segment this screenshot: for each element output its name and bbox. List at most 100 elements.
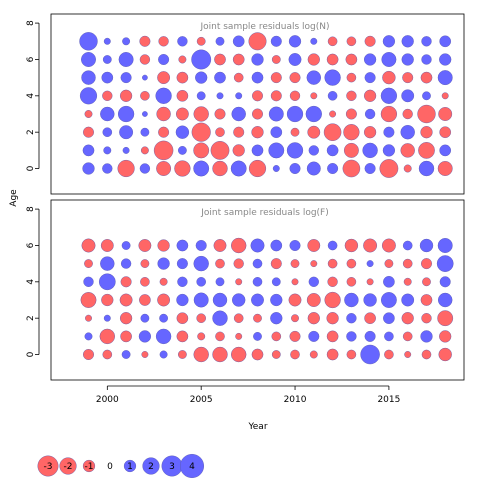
residual-bubble (401, 312, 414, 325)
residual-bubble (286, 105, 304, 123)
residual-bubble (214, 53, 226, 66)
residual-bubble (379, 159, 399, 178)
residual-bubble (290, 349, 300, 360)
residual-bubble (381, 292, 397, 308)
residual-bubble (159, 277, 168, 286)
residual-bubble (402, 108, 413, 120)
legend-label: 4 (189, 462, 195, 472)
residual-bubble (344, 292, 359, 308)
residual-bubble (248, 159, 267, 178)
residual-bubble (85, 314, 92, 322)
residual-bubble (230, 160, 247, 177)
residual-bubble (364, 330, 376, 342)
panel-bottom-title: Joint sample residuals log(F) (200, 208, 328, 218)
residual-bubble (401, 293, 415, 307)
legend-bubble (179, 454, 204, 479)
residual-bubble (176, 293, 189, 307)
residual-bubble (119, 312, 133, 325)
residual-bubble (271, 350, 281, 359)
residual-bubble (84, 332, 93, 341)
residual-bubble (421, 36, 432, 47)
residual-bubble (232, 35, 245, 48)
residual-bubble (289, 90, 301, 101)
residual-bubble (157, 257, 170, 270)
residual-bubble (380, 87, 398, 104)
residual-bubble (380, 105, 398, 123)
residual-bubble (81, 70, 96, 85)
residual-bubble (82, 144, 95, 157)
legend-label: -1 (85, 462, 94, 472)
residual-bubble (291, 314, 299, 323)
residual-bubble (421, 54, 432, 65)
residual-bubble (196, 277, 206, 287)
residual-bubble (420, 294, 433, 306)
residual-bubble (364, 72, 376, 84)
residual-bubble (422, 91, 431, 101)
y-tick-label-bottom: 8 (26, 206, 36, 212)
residual-bubble (153, 140, 174, 161)
residual-bubble (231, 237, 247, 254)
residual-bubble (100, 106, 115, 122)
x-tick-label: 2015 (377, 395, 400, 405)
residual-bubble (140, 91, 150, 101)
residual-bubble (289, 72, 301, 84)
residual-bubble (290, 259, 300, 268)
residual-bubble (271, 277, 281, 287)
residual-bubble (196, 91, 206, 101)
legend-bubble (142, 457, 160, 475)
residual-bubble (346, 313, 357, 324)
residual-bubble (159, 313, 168, 323)
residual-bubble (212, 346, 228, 363)
residual-bubble (155, 328, 172, 345)
residual-bubble (140, 146, 149, 155)
residual-bubble (360, 344, 380, 365)
residual-bubble (400, 125, 415, 140)
legend-bubble (82, 459, 96, 473)
y-tick-label-bottom: 4 (26, 279, 36, 285)
residual-bubble (305, 105, 322, 123)
residual-bubble (382, 144, 396, 157)
residual-bubble (99, 328, 115, 345)
residual-bubble (401, 89, 415, 103)
legend-bubble (37, 455, 59, 477)
residual-bubble (178, 55, 187, 64)
residual-bubble (212, 310, 228, 326)
residual-bubble (366, 278, 374, 286)
residual-bubble (289, 240, 301, 251)
y-tick-label-bottom: 0 (26, 351, 36, 357)
residual-bubble (252, 277, 263, 287)
residual-bubble (174, 160, 191, 177)
residual-bubble (289, 330, 301, 342)
panel-top-title: Joint sample residuals log(N) (199, 22, 329, 32)
residual-bubble (120, 72, 132, 84)
residual-bubble (327, 163, 339, 174)
residual-bubble (384, 259, 394, 268)
residual-bubble (176, 107, 189, 121)
residual-bubble (290, 127, 300, 137)
residual-bubble (437, 310, 454, 327)
residual-bubble (214, 108, 226, 120)
residual-bubble (270, 312, 283, 325)
residual-bubble (310, 260, 318, 268)
residual-bubble (233, 313, 244, 323)
residual-bubble (421, 349, 432, 360)
residual-bubble (346, 258, 357, 269)
residual-bubble (176, 330, 189, 343)
panel-bottom-y-axis: 0 2 4 6 8 (26, 206, 40, 357)
x-tick-label: 2010 (284, 395, 307, 405)
residual-bubble (84, 110, 93, 118)
residual-bubble (196, 36, 206, 46)
residual-bubble (138, 330, 152, 343)
residual-bubble (102, 349, 113, 360)
residual-bubble (384, 349, 394, 360)
residual-bubble (420, 126, 433, 139)
residual-bubble (402, 240, 413, 251)
residual-bubble (439, 35, 452, 48)
residual-bubble (214, 71, 226, 84)
residual-bubble (288, 53, 302, 66)
legend-label: 1 (127, 462, 133, 472)
residual-bubble (233, 72, 244, 83)
residual-bubble (83, 126, 94, 138)
residual-bubble (176, 90, 189, 102)
y-tick-label-top: 4 (26, 93, 36, 99)
